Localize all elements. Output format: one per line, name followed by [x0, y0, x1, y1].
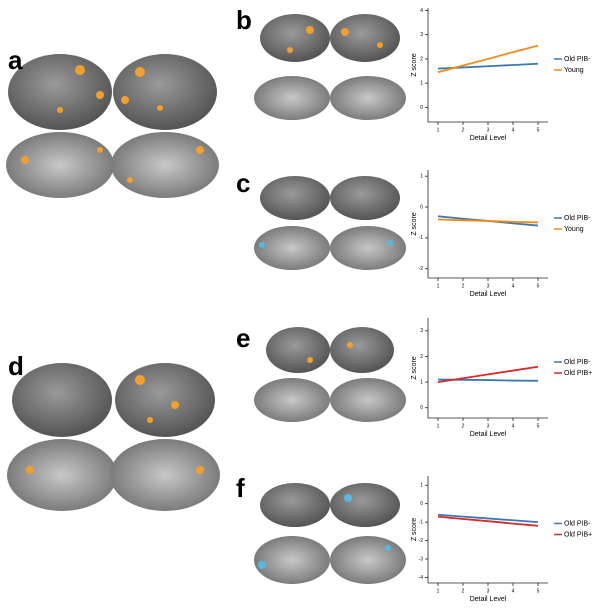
x-axis-label: Detail Level — [470, 291, 507, 298]
y-tick-label: 4 — [420, 8, 423, 14]
x-tick-label: 2 — [462, 283, 465, 289]
legend-label: Old PIB- — [564, 359, 591, 366]
mean-line — [437, 44, 539, 74]
x-tick-label: 3 — [487, 423, 490, 429]
panel-label: e — [236, 323, 250, 353]
y-tick-label: 0 — [420, 405, 423, 411]
x-tick-label: 3 — [487, 127, 490, 133]
y-tick-label: -1 — [419, 519, 424, 525]
x-tick-label: 2 — [462, 127, 465, 133]
x-tick-label: 5 — [537, 283, 540, 289]
y-axis-label: Z score — [411, 356, 418, 379]
x-axis-label: Detail Level — [470, 596, 507, 603]
x-tick-label: 5 — [537, 423, 540, 429]
legend-label: Old PIB+ — [564, 370, 592, 377]
y-tick-label: 1 — [420, 173, 423, 179]
legend-label: Old PIB- — [564, 520, 591, 527]
y-axis-label: Z score — [411, 518, 418, 541]
legend-label: Young — [564, 67, 584, 74]
x-tick-label: 1 — [437, 423, 440, 429]
x-tick-label: 4 — [512, 127, 515, 133]
x-axis-label: Detail Level — [470, 135, 507, 142]
mean-line — [437, 513, 539, 524]
x-tick-label: 4 — [512, 423, 515, 429]
x-tick-label: 1 — [437, 588, 440, 594]
y-tick-label: 2 — [420, 354, 423, 360]
legend-label: Old PIB+ — [564, 531, 592, 538]
x-tick-label: 3 — [487, 588, 490, 594]
x-tick-label: 2 — [462, 588, 465, 594]
y-tick-label: 3 — [420, 328, 423, 334]
panel-label: c — [236, 168, 250, 198]
x-tick-label: 3 — [487, 283, 490, 289]
mean-line — [437, 365, 539, 383]
y-tick-label: -4 — [419, 575, 424, 581]
y-tick-label: 1 — [420, 81, 423, 87]
x-tick-label: 2 — [462, 423, 465, 429]
x-tick-label: 4 — [512, 588, 515, 594]
y-tick-label: 0 — [420, 204, 423, 210]
brain-images — [6, 14, 406, 584]
panel-label: d — [8, 351, 24, 381]
y-tick-label: -1 — [419, 235, 424, 241]
x-tick-label: 5 — [537, 127, 540, 133]
y-tick-label: -3 — [419, 556, 424, 562]
panel-label: b — [236, 5, 252, 35]
y-tick-label: 1 — [420, 379, 423, 385]
y-tick-label: 0 — [420, 501, 423, 507]
x-tick-label: 1 — [437, 283, 440, 289]
panel-label: f — [236, 473, 245, 503]
x-tick-label: 1 — [437, 127, 440, 133]
y-tick-label: 2 — [420, 56, 423, 62]
legend-label: Old PIB- — [564, 56, 591, 63]
legend-label: Young — [564, 226, 584, 233]
x-tick-label: 4 — [512, 283, 515, 289]
y-axis-label: Z score — [411, 53, 418, 76]
y-tick-label: -2 — [419, 266, 424, 272]
y-tick-label: -2 — [419, 538, 424, 544]
mean-line — [437, 515, 539, 527]
x-tick-label: 5 — [537, 588, 540, 594]
panel-label: a — [8, 45, 23, 75]
y-tick-label: 1 — [420, 483, 423, 489]
x-axis-label: Detail Level — [470, 431, 507, 438]
y-tick-label: 0 — [420, 105, 423, 111]
mean-line — [437, 218, 539, 224]
legend-label: Old PIB- — [564, 215, 591, 222]
y-tick-label: 3 — [420, 32, 423, 38]
y-axis-label: Z score — [411, 212, 418, 235]
